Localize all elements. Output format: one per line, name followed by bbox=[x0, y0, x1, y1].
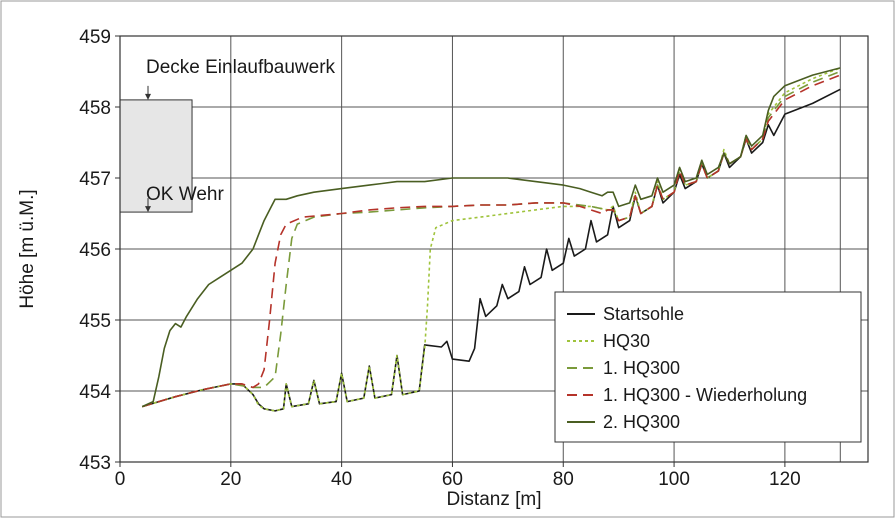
legend-label: 1. HQ300 - Wiederholung bbox=[603, 385, 807, 405]
x-tick-label: 80 bbox=[553, 469, 574, 490]
y-axis-ticks: 453 454 455 456 457 458 459 bbox=[79, 27, 120, 474]
y-axis-label: Höhe [m ü.M.] bbox=[17, 189, 38, 308]
x-axis-label: Distanz [m] bbox=[446, 489, 541, 510]
legend-box bbox=[554, 291, 862, 443]
legend-label: 1. HQ300 bbox=[603, 358, 680, 378]
arrow-decke-icon bbox=[145, 85, 151, 100]
y-tick-label: 455 bbox=[79, 311, 111, 332]
arrow-head bbox=[145, 93, 151, 100]
legend-label: 2. HQ300 bbox=[603, 412, 680, 432]
inlet-structure: Decke Einlaufbauwerk OK Wehr bbox=[119, 57, 336, 213]
x-tick-label: 60 bbox=[442, 469, 463, 490]
y-tick-label: 459 bbox=[79, 27, 111, 48]
legend-label: Startsohle bbox=[603, 304, 684, 324]
y-tick-label: 458 bbox=[79, 98, 111, 119]
series-line-2 bbox=[141, 67, 841, 412]
series-line-5 bbox=[141, 67, 841, 408]
series bbox=[141, 67, 841, 412]
x-axis-ticks: 0 20 40 60 80 100 120 bbox=[115, 462, 801, 490]
annotation-decke-einlaufbauwerk: Decke Einlaufbauwerk bbox=[146, 57, 336, 78]
arrow-ok-wehr-icon bbox=[145, 198, 151, 213]
y-tick-label: 453 bbox=[79, 453, 111, 474]
x-tick-label: 120 bbox=[769, 469, 801, 490]
y-tick-label: 457 bbox=[79, 169, 111, 190]
x-tick-label: 20 bbox=[220, 469, 241, 490]
inlet-structure-box bbox=[119, 99, 193, 213]
annotation-ok-wehr: OK Wehr bbox=[146, 184, 224, 205]
legend-label: HQ30 bbox=[603, 331, 650, 351]
x-tick-label: 40 bbox=[331, 469, 352, 490]
y-tick-label: 454 bbox=[79, 382, 111, 403]
y-tick-label: 456 bbox=[79, 240, 111, 261]
x-tick-label: 100 bbox=[658, 469, 690, 490]
x-tick-label: 0 bbox=[115, 469, 126, 490]
legend: Startsohle HQ30 1. HQ300 1. HQ300 - Wiederh… bbox=[554, 291, 862, 443]
arrow-head bbox=[145, 206, 151, 213]
